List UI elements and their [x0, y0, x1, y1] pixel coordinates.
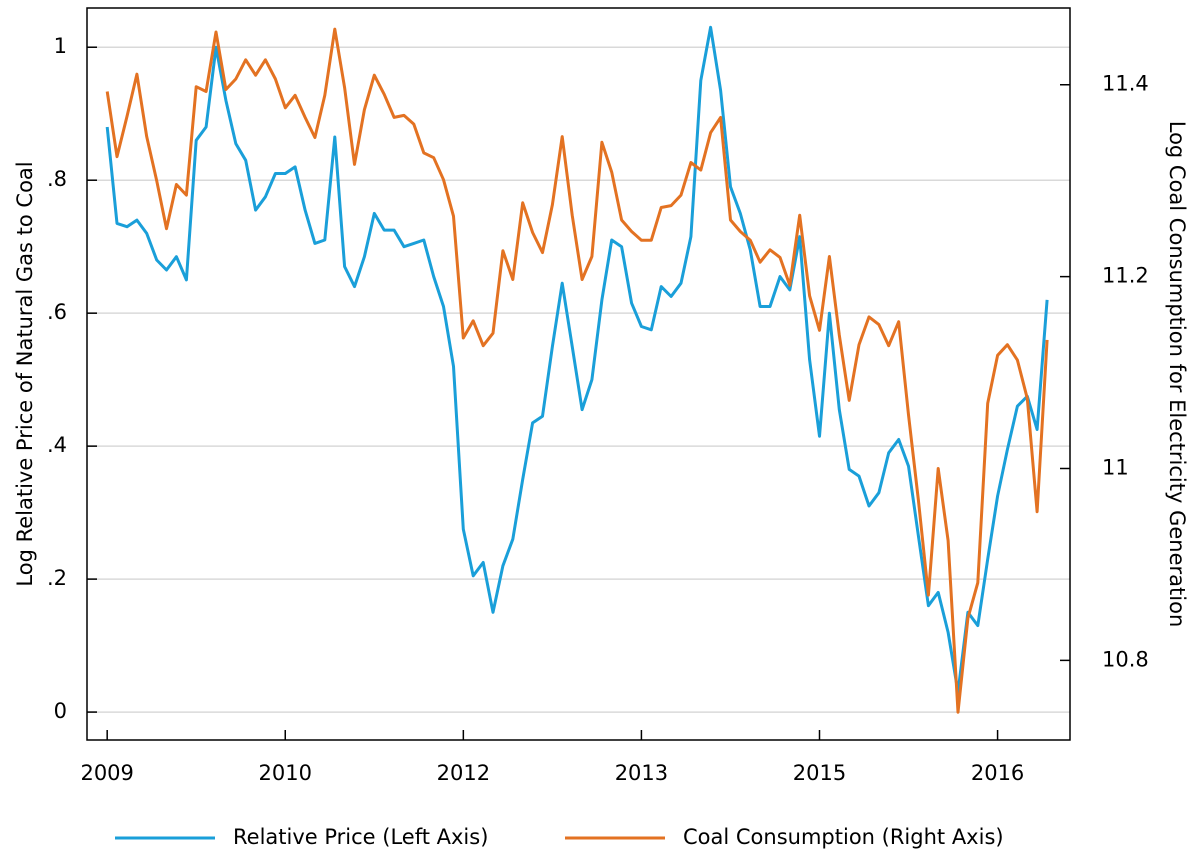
x-tick-label: 2013	[615, 761, 668, 785]
y-axis-label: Log Relative Price of Natural Gas to Coa…	[13, 161, 37, 586]
legend-label: Relative Price (Left Axis)	[233, 825, 488, 849]
data-line	[105, 25, 1049, 694]
legend-label: Coal Consumption (Right Axis)	[683, 825, 1004, 849]
y2-tick-label: 11.4	[1102, 72, 1149, 96]
x-tick-label: 2015	[793, 761, 846, 785]
y-tick-label: .8	[47, 167, 67, 191]
x-tick-label: 2010	[259, 761, 312, 785]
plot-frame	[86, 7, 1071, 741]
y-tick-label: .4	[47, 433, 67, 457]
y2-tick-label: 10.8	[1102, 647, 1149, 671]
y-tick-label: .6	[47, 300, 67, 324]
y-tick-label: 0	[54, 699, 67, 723]
x-tick-label: 2012	[437, 761, 490, 785]
x-tick-label: 2016	[971, 761, 1024, 785]
y2-axis-label: Log Coal Consumption for Electricity Gen…	[1165, 121, 1189, 628]
y2-tick-label: 11.2	[1102, 264, 1149, 288]
y2-tick-label: 11	[1102, 455, 1129, 479]
data-line	[105, 27, 1049, 714]
y-tick-label: .2	[47, 566, 67, 590]
y-tick-label: 1	[54, 34, 67, 58]
x-tick-label: 2009	[80, 761, 133, 785]
